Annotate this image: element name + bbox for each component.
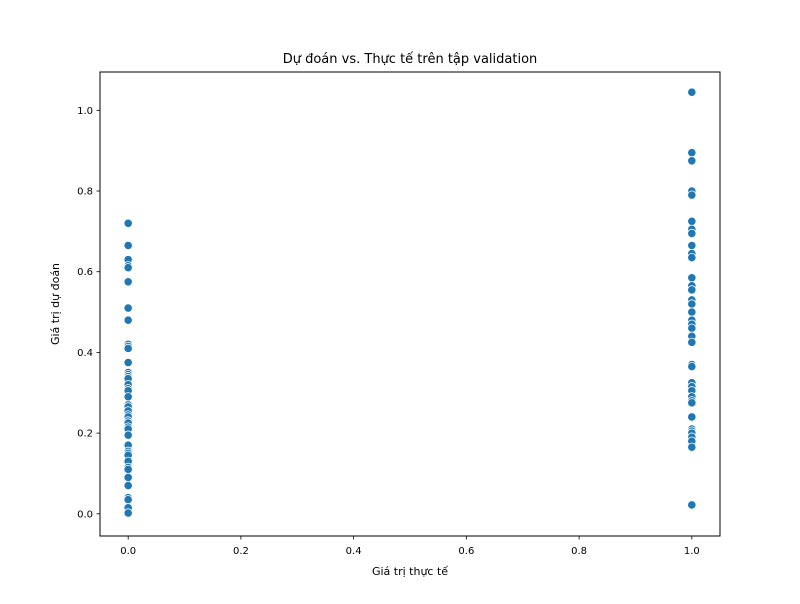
data-point <box>687 442 697 452</box>
data-point <box>687 337 697 347</box>
data-point <box>123 218 133 228</box>
plot-frame <box>99 71 721 537</box>
y-axis-ticks: 0.0 0.2 0.4 0.6 0.8 1.0 <box>77 106 100 520</box>
data-point <box>687 285 697 295</box>
data-point <box>123 430 133 440</box>
x-tick-label: 0.8 <box>571 546 587 557</box>
data-point <box>687 156 697 166</box>
x-axis-label: Giá trị thực tế <box>372 565 448 578</box>
data-point <box>687 228 697 238</box>
data-point <box>123 472 133 483</box>
data-point <box>687 307 697 317</box>
data-point <box>123 464 133 475</box>
data-point <box>123 357 133 368</box>
y-tick-label: 0.6 <box>77 267 93 278</box>
data-point <box>687 148 697 158</box>
y-tick-label: 0.0 <box>77 509 93 520</box>
data-point <box>123 343 133 353</box>
x-tick-label: 0.0 <box>120 546 136 557</box>
data-point <box>687 500 697 510</box>
data-point <box>123 315 133 325</box>
x-tick-label: 0.2 <box>233 546 249 557</box>
data-point <box>123 480 133 491</box>
data-point <box>123 392 133 402</box>
data-point <box>687 87 697 97</box>
y-tick-label: 0.8 <box>77 187 93 198</box>
data-point <box>687 299 697 309</box>
data-point <box>687 412 697 422</box>
y-tick-label: 1.0 <box>77 106 93 117</box>
x-tick-label: 0.6 <box>458 546 474 557</box>
x-axis-ticks: 0.0 0.2 0.4 0.6 0.8 1.0 <box>120 536 700 557</box>
data-point <box>123 495 133 505</box>
data-point <box>687 323 697 333</box>
data-point <box>123 263 133 273</box>
points-layer <box>123 87 697 518</box>
data-point <box>687 361 697 372</box>
data-point <box>687 253 697 263</box>
data-point <box>123 240 133 251</box>
data-point <box>123 277 133 287</box>
y-tick-label: 0.2 <box>77 429 93 440</box>
x-tick-label: 0.4 <box>346 546 362 557</box>
data-point <box>123 303 133 313</box>
data-point <box>687 273 697 283</box>
x-tick-label: 1.0 <box>684 546 700 557</box>
y-tick-label: 0.4 <box>77 348 93 359</box>
data-point <box>123 508 133 518</box>
chart-title: Dự đoán vs. Thực tế trên tập validation <box>283 52 538 67</box>
data-point <box>687 216 697 226</box>
data-point <box>687 398 697 408</box>
data-point <box>687 240 697 251</box>
data-point <box>687 190 697 200</box>
y-axis-label: Giá trị dự đoán <box>49 263 62 345</box>
